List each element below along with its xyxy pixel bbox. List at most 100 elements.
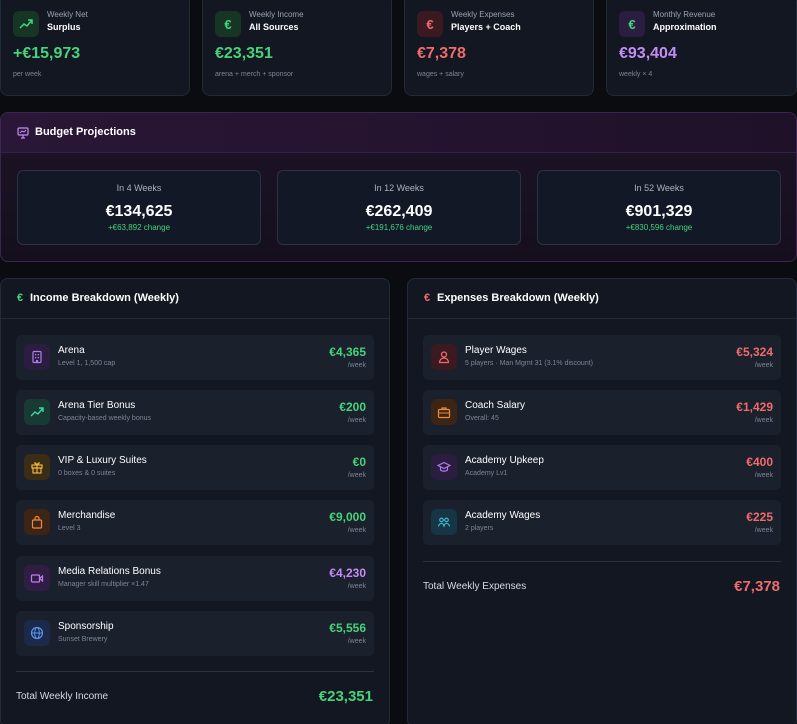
shopping-bag-icon xyxy=(24,509,50,535)
stat-sub: wages + salary xyxy=(417,71,464,78)
item-desc: Sunset Brewery xyxy=(58,636,108,643)
stat-value: €23,351 xyxy=(215,45,273,62)
item-desc: 2 players xyxy=(465,525,494,532)
stat-cards: Weekly Net Surplus +€15,973 per week € W… xyxy=(0,0,797,96)
item-amount: €225 xyxy=(746,510,773,524)
item-per: /week xyxy=(347,638,366,645)
projection-label: In 52 Weeks xyxy=(634,183,684,193)
item-per: /week xyxy=(347,417,366,424)
expenses-title: Expenses Breakdown (Weekly) xyxy=(437,292,599,304)
income-item-merchandise: Merchandise Level 3 €9,000 /week xyxy=(16,500,374,545)
item-name: Media Relations Bonus xyxy=(58,566,161,577)
euro-icon: € xyxy=(619,11,645,37)
item-desc: 0 boxes & 0 suites xyxy=(58,470,116,477)
users-icon xyxy=(431,509,457,535)
euro-icon: € xyxy=(424,292,431,304)
item-per: /week xyxy=(754,472,773,479)
item-amount: €5,324 xyxy=(736,345,773,359)
item-per: /week xyxy=(347,472,366,479)
item-amount: €400 xyxy=(746,455,773,469)
item-desc: Level 3 xyxy=(58,525,81,532)
expenses-breakdown-panel: € Expenses Breakdown (Weekly) Player Wag… xyxy=(407,278,797,724)
budget-header: Budget Projections xyxy=(1,113,796,153)
item-desc: 5 players · Man Mgmt 31 (3.1% discount) xyxy=(465,360,593,367)
item-amount: €0 xyxy=(352,455,366,469)
item-amount: €200 xyxy=(339,400,366,414)
projection-value: €134,625 xyxy=(105,203,173,220)
divider xyxy=(423,561,781,562)
building-icon xyxy=(24,344,50,370)
income-item-vip-suites: VIP & Luxury Suites 0 boxes & 0 suites €… xyxy=(16,445,374,490)
stat-label-main: Players + Coach xyxy=(451,22,521,32)
item-name: Player Wages xyxy=(465,345,527,356)
presentation-chart-icon xyxy=(17,126,29,144)
stat-card-weekly-income: € Weekly Income All Sources €23,351 aren… xyxy=(202,0,392,96)
item-per: /week xyxy=(347,527,366,534)
income-item-sponsorship: Sponsorship Sunset Brewery €5,556 /week xyxy=(16,611,374,656)
total-income-label: Total Weekly Income xyxy=(16,691,109,702)
item-desc: Level 1, 1,500 cap xyxy=(58,360,116,367)
item-per: /week xyxy=(754,417,773,424)
projection-52-weeks: In 52 Weeks €901,329 +€830,596 change xyxy=(537,170,781,245)
stat-label-main: Surplus xyxy=(47,22,81,32)
total-expenses-label: Total Weekly Expenses xyxy=(423,581,527,592)
income-breakdown-panel: € Income Breakdown (Weekly) Arena Level … xyxy=(0,278,390,724)
item-desc: Capacity-based weekly bonus xyxy=(58,415,151,422)
total-expenses-value: €7,378 xyxy=(734,578,780,595)
item-amount: €4,365 xyxy=(329,345,366,359)
projection-change: +€191,676 change xyxy=(365,223,433,232)
income-title: Income Breakdown (Weekly) xyxy=(30,292,179,304)
projection-4-weeks: In 4 Weeks €134,625 +€63,892 change xyxy=(17,170,261,245)
item-name: VIP & Luxury Suites xyxy=(58,455,147,466)
expenses-header: € Expenses Breakdown (Weekly) xyxy=(408,279,796,319)
item-desc: Academy Lv1 xyxy=(465,470,508,477)
income-header: € Income Breakdown (Weekly) xyxy=(1,279,389,319)
stat-label-top: Monthly Revenue xyxy=(653,10,716,19)
projection-change: +€830,596 change xyxy=(625,223,693,232)
stat-label-top: Weekly Net xyxy=(47,10,88,19)
trending-up-icon xyxy=(24,399,50,425)
expense-item-coach-salary: Coach Salary Overall: 45 €1,429 /week xyxy=(423,390,781,435)
item-desc: Overall: 45 xyxy=(465,415,499,422)
video-icon xyxy=(24,565,50,591)
stat-label-top: Weekly Income xyxy=(249,10,304,19)
expense-item-academy-wages: Academy Wages 2 players €225 /week xyxy=(423,500,781,545)
globe-icon xyxy=(24,620,50,646)
projection-value: €262,409 xyxy=(365,203,433,220)
item-per: /week xyxy=(347,362,366,369)
graduation-cap-icon xyxy=(431,454,457,480)
stat-sub: per week xyxy=(13,71,42,78)
stat-value: €93,404 xyxy=(619,45,677,62)
item-amount: €5,556 xyxy=(329,621,366,635)
budget-title: Budget Projections xyxy=(35,126,136,138)
projection-label: In 12 Weeks xyxy=(374,183,424,193)
stat-label-main: Approximation xyxy=(653,22,717,32)
item-name: Arena Tier Bonus xyxy=(58,400,136,411)
item-name: Sponsorship xyxy=(58,621,114,632)
stat-value: €7,378 xyxy=(417,45,466,62)
income-item-arena-tier-bonus: Arena Tier Bonus Capacity-based weekly b… xyxy=(16,390,374,435)
projection-value: €901,329 xyxy=(625,203,693,220)
divider xyxy=(16,671,374,672)
projection-12-weeks: In 12 Weeks €262,409 +€191,676 change xyxy=(277,170,521,245)
trending-up-icon xyxy=(13,11,39,37)
total-income-value: €23,351 xyxy=(318,688,373,705)
briefcase-icon xyxy=(431,399,457,425)
item-per: /week xyxy=(347,583,366,590)
item-per: /week xyxy=(754,362,773,369)
item-amount: €9,000 xyxy=(329,510,366,524)
income-item-arena: Arena Level 1, 1,500 cap €4,365 /week xyxy=(16,335,374,380)
item-per: /week xyxy=(754,527,773,534)
stat-card-monthly-revenue: € Monthly Revenue Approximation €93,404 … xyxy=(606,0,797,96)
stat-sub: weekly × 4 xyxy=(619,71,653,78)
budget-projections-panel: Budget Projections In 4 Weeks €134,625 +… xyxy=(0,112,797,262)
euro-icon: € xyxy=(17,292,24,304)
item-amount: €4,230 xyxy=(329,566,366,580)
stat-sub: arena + merch + sponsor xyxy=(215,71,294,78)
item-name: Merchandise xyxy=(58,510,116,521)
stat-label-main: All Sources xyxy=(249,22,299,32)
user-icon xyxy=(431,344,457,370)
item-amount: €1,429 xyxy=(736,400,773,414)
item-name: Coach Salary xyxy=(465,400,526,411)
gift-icon xyxy=(24,454,50,480)
